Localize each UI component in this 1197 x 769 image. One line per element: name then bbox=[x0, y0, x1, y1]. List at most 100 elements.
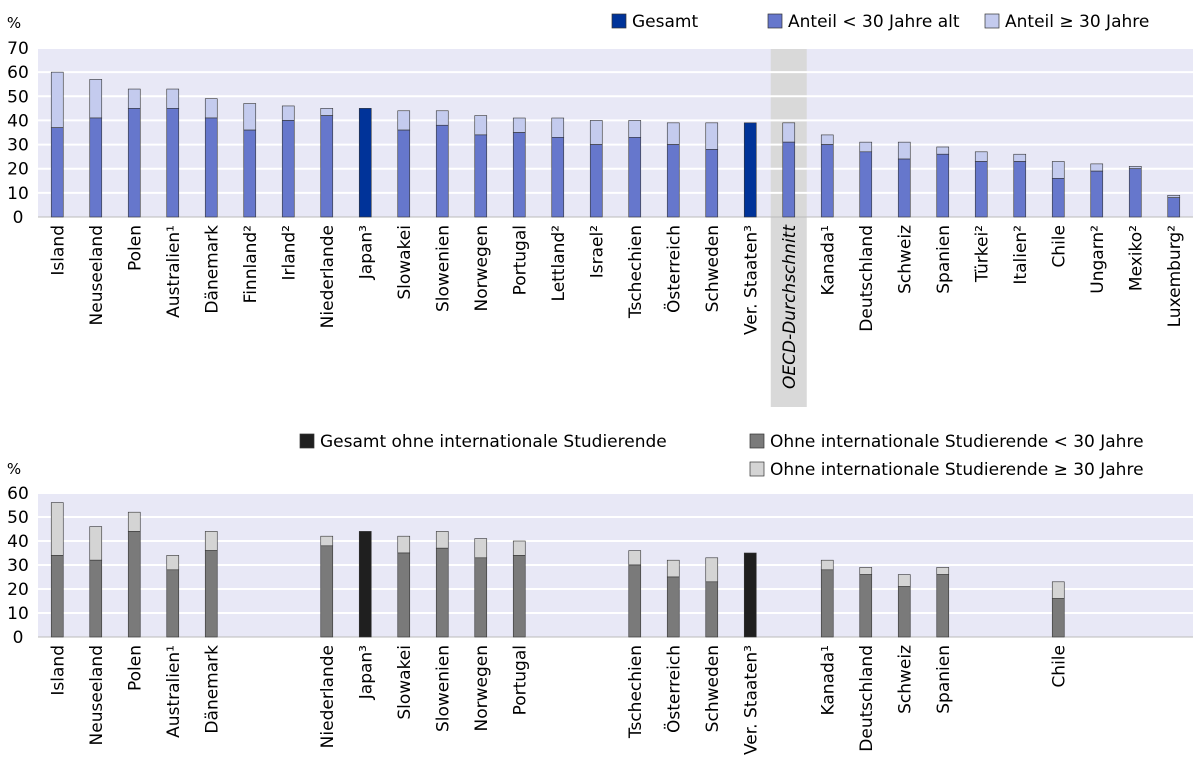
c1-y-tick-label: 70 bbox=[7, 39, 29, 59]
c1-category-label-neuseeland: Neuseeland bbox=[87, 225, 107, 325]
c2-category-label-ver-staaten: Ver. Staaten³ bbox=[741, 645, 761, 755]
c1-category-label-deutschland: Deutschland bbox=[857, 225, 877, 332]
c1-category-label-lettland: Lettland² bbox=[549, 225, 569, 301]
c2-y-tick-label: 30 bbox=[7, 556, 29, 576]
c2-legend-swatch-1 bbox=[299, 433, 315, 449]
chart-top: 0 10 20 30 40 50 60 70% Island Neuseeland Polen Aus… bbox=[7, 12, 1193, 407]
c1-legend-label-2: Anteil < 30 Jahre alt bbox=[788, 12, 960, 32]
c1-category-label-israel: Israel² bbox=[587, 225, 607, 278]
c2-category-label-spanien: Spanien bbox=[934, 645, 954, 714]
c1-highlight-column bbox=[770, 48, 807, 407]
c1-bar-under30-chile bbox=[1051, 178, 1065, 218]
c1-bar-under30-spanien bbox=[936, 153, 950, 218]
c1-bar-under30-irland bbox=[281, 120, 295, 218]
c1-y-tick-label: 30 bbox=[7, 136, 29, 156]
c2-bar-under30-norwegen bbox=[474, 557, 488, 638]
c1-bar-over30-niederlande bbox=[320, 108, 334, 116]
c1-category-label-osterreich: Österreich bbox=[662, 225, 684, 313]
c1-bar-under30-danemark bbox=[204, 117, 218, 218]
c2-bar-under30-slowakei bbox=[397, 552, 411, 638]
c2-bar-over30-australien bbox=[166, 555, 180, 571]
c1-bar-under30-polen bbox=[127, 108, 141, 218]
c1-bar-under30-slowakei bbox=[397, 129, 411, 218]
c1-category-label-schweden: Schweden bbox=[703, 225, 723, 312]
c2-bar-over30-slowakei bbox=[397, 535, 411, 554]
c1-bar-over30-osterreich bbox=[666, 122, 680, 145]
c1-bar-under30-norwegen bbox=[474, 134, 488, 218]
c2-bar-over30-schweiz bbox=[897, 574, 911, 587]
c2-bar-under30-niederlande bbox=[320, 545, 334, 638]
c1-bar-under30-australien bbox=[166, 108, 180, 218]
c2-bar-under30-spanien bbox=[936, 574, 950, 638]
c2-bar-under30-tschechien bbox=[628, 564, 642, 638]
c1-legend-label-3: Anteil ≥ 30 Jahre bbox=[1005, 12, 1149, 32]
c1-bar-under30-oecd-durchschnitt bbox=[782, 141, 796, 218]
c2-bar-under30-polen bbox=[127, 531, 141, 638]
c1-bar-over30-spanien bbox=[936, 146, 950, 155]
c1-bar-over30-turkei bbox=[974, 151, 988, 162]
c1-category-label-schweiz: Schweiz bbox=[895, 225, 915, 294]
c1-bar-over30-deutschland bbox=[859, 141, 873, 153]
c1-category-label-oecd-durchschnitt: OECD-Durchschnitt bbox=[780, 224, 800, 389]
c1-bar-under30-kanada bbox=[820, 144, 834, 218]
c1-bar-under30-schweden bbox=[705, 149, 719, 218]
c1-bar-over30-tschechien bbox=[628, 120, 642, 138]
c1-bar-under30-mexiko bbox=[1128, 168, 1142, 218]
c1-category-label-slowenien: Slowenien bbox=[433, 225, 453, 312]
c1-bar-over30-kanada bbox=[820, 134, 834, 145]
c1-category-label-norwegen: Norwegen bbox=[472, 225, 492, 312]
c1-bar-over30-norwegen bbox=[474, 115, 488, 136]
c2-legend-swatch-2 bbox=[749, 433, 765, 449]
c2-bar-under30-danemark bbox=[204, 550, 218, 638]
c1-plot-area bbox=[38, 48, 1193, 217]
c1-bar-under30-lettland bbox=[551, 137, 565, 218]
c2-bar-over30-danemark bbox=[204, 531, 218, 551]
c2-legend-label-1: Gesamt ohne internationale Studierende bbox=[320, 432, 667, 452]
c2-bar-over30-island bbox=[50, 502, 64, 556]
c1-y-tick-label: 0 bbox=[13, 208, 24, 228]
c1-bar-under30-slowenien bbox=[435, 124, 449, 218]
c1-bar-over30-oecd-durchschnitt bbox=[782, 122, 796, 143]
c2-y-tick-label: 20 bbox=[7, 580, 29, 600]
c1-legend-swatch-2 bbox=[767, 13, 783, 29]
c2-bar-under30-island bbox=[50, 555, 64, 638]
c2-legend-label-2: Ohne internationale Studierende < 30 Jah… bbox=[770, 432, 1144, 452]
c2-bar-under30-schweden bbox=[705, 581, 719, 638]
c1-category-label-chile: Chile bbox=[1049, 225, 1069, 268]
c1-bar-under30-luxemburg bbox=[1167, 197, 1181, 218]
c2-bar-under30-chile bbox=[1051, 598, 1065, 638]
c2-category-label-niederlande: Niederlande bbox=[318, 645, 338, 748]
c2-y-axis-label: % bbox=[7, 460, 21, 478]
c2-bar-over30-slowenien bbox=[435, 531, 449, 549]
c2-category-label-neuseeland: Neuseeland bbox=[87, 645, 107, 745]
c2-y-tick-label: 60 bbox=[7, 484, 29, 504]
c1-bar-over30-polen bbox=[127, 88, 141, 109]
c1-bar-under30-tschechien bbox=[628, 137, 642, 218]
c2-category-label-norwegen: Norwegen bbox=[472, 645, 492, 732]
c2-bar-over30-niederlande bbox=[320, 535, 334, 547]
c1-category-label-portugal: Portugal bbox=[510, 225, 530, 295]
c1-bar-under30-schweiz bbox=[897, 158, 911, 218]
c1-bar-over30-schweiz bbox=[897, 141, 911, 160]
c1-category-label-spanien: Spanien bbox=[934, 225, 954, 294]
c1-bar-under30-italien bbox=[1013, 161, 1027, 218]
c1-category-label-niederlande: Niederlande bbox=[318, 225, 338, 328]
c2-bar-under30-australien bbox=[166, 569, 180, 638]
c1-y-tick-label: 60 bbox=[7, 63, 29, 83]
c1-bar-over30-lettland bbox=[551, 117, 565, 138]
c1-category-label-mexiko: Mexiko² bbox=[1126, 225, 1146, 291]
c1-bar-under30-israel bbox=[589, 144, 603, 218]
c1-category-label-australien: Australien¹ bbox=[164, 225, 184, 318]
c2-category-label-chile: Chile bbox=[1049, 645, 1069, 688]
c2-category-label-japan: Japan³ bbox=[356, 645, 376, 700]
c1-bar-over30-neuseeland bbox=[89, 79, 103, 119]
c1-bar-under30-island bbox=[50, 127, 64, 218]
c1-y-tick-label: 10 bbox=[7, 184, 29, 204]
c2-bar-under30-portugal bbox=[512, 555, 526, 638]
c2-legend-label-3: Ohne internationale Studierende ≥ 30 Jah… bbox=[770, 460, 1144, 480]
c2-bar-over30-kanada bbox=[820, 559, 834, 571]
c2-bar-under30-neuseeland bbox=[89, 559, 103, 638]
c2-category-label-osterreich: Österreich bbox=[662, 645, 684, 733]
c2-bar-over30-spanien bbox=[936, 567, 950, 575]
